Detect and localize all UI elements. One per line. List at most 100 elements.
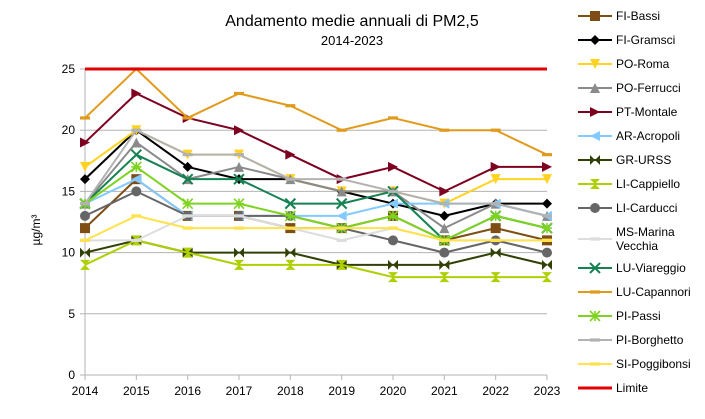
data-point	[285, 247, 296, 258]
x-tick-label: 2016	[174, 384, 201, 398]
legend-label: PI-Passi	[616, 309, 661, 323]
data-point	[80, 223, 90, 234]
data-point	[182, 116, 193, 120]
data-point	[336, 186, 347, 197]
data-point	[234, 153, 244, 157]
x-tick-label: 2020	[380, 384, 407, 398]
y-axis-label: µg/m³	[29, 215, 43, 246]
legend-label: LU-Capannori	[616, 285, 691, 299]
x-tick-label: 2022	[482, 384, 509, 398]
legend-marker	[590, 35, 600, 45]
data-point	[181, 173, 194, 185]
data-point	[439, 186, 450, 197]
data-point	[131, 128, 142, 132]
chart-title: Andamento medie annuali di PM2,5	[225, 13, 479, 30]
data-point	[439, 259, 450, 270]
x-tick-label: 2019	[328, 384, 355, 398]
legend-label: GR-URSS	[616, 153, 671, 167]
data-point	[490, 161, 501, 172]
legend-label: Limite	[616, 381, 648, 395]
series-si-poggibonsi	[80, 214, 552, 242]
data-point	[542, 272, 552, 283]
data-point	[131, 174, 142, 185]
series-pi-borghetto	[80, 128, 552, 218]
y-tick-label: 15	[62, 184, 76, 198]
data-point	[490, 238, 501, 242]
data-point	[542, 198, 552, 209]
legend-label: SI-Poggibonsi	[616, 357, 691, 371]
legend-item: GR-URSS	[578, 153, 671, 167]
series-line	[84, 214, 547, 242]
data-point	[336, 226, 347, 230]
data-point	[387, 210, 399, 222]
legend-item: PI-Borghetto	[578, 333, 684, 347]
legend-marker	[589, 262, 601, 274]
data-point	[80, 259, 90, 270]
legend-item: FI-Bassi	[578, 9, 660, 23]
y-tick-label: 0	[68, 368, 75, 382]
data-point	[439, 223, 450, 234]
legend-label: PO-Ferrucci	[616, 81, 681, 95]
data-point	[131, 88, 142, 99]
data-point	[131, 214, 142, 218]
legend-label: FI-Bassi	[616, 9, 660, 23]
data-point	[388, 226, 398, 230]
data-point	[80, 137, 90, 148]
data-point	[439, 202, 450, 206]
legend-label: PI-Borghetto	[616, 333, 684, 347]
series-line	[84, 165, 548, 242]
legend-marker	[590, 237, 600, 241]
series-li-cappiello	[80, 235, 552, 283]
data-point	[388, 272, 398, 283]
legend-marker	[590, 362, 600, 366]
data-point	[542, 238, 552, 242]
legend-item: LU-Viareggio	[578, 261, 686, 275]
legend-marker	[590, 11, 600, 21]
data-point	[542, 247, 552, 258]
data-point	[234, 259, 244, 270]
legend-item: FI-Gramsci	[578, 33, 675, 47]
legend-marker	[590, 155, 600, 165]
legend-label: PT-Montale	[616, 105, 678, 119]
data-point	[439, 272, 450, 283]
x-tick-label: 2015	[123, 384, 150, 398]
data-point	[284, 210, 296, 222]
data-point	[182, 161, 193, 172]
axes: 0 5 10 15 20 25 2014 2015 2016 2017 2018 2019 2020 20…	[62, 62, 561, 398]
series-group	[79, 67, 553, 283]
legend-marker	[590, 83, 600, 93]
data-point	[335, 197, 348, 210]
data-point	[234, 247, 244, 258]
data-point	[542, 161, 552, 172]
data-point	[490, 202, 501, 206]
data-point	[234, 125, 244, 136]
series-line	[84, 92, 547, 193]
data-point	[439, 210, 450, 221]
data-point	[542, 259, 552, 270]
data-point	[285, 259, 296, 270]
legend-item: MS-Marina Vecchia	[578, 225, 675, 253]
data-point	[285, 149, 296, 160]
legend-label: LU-Viareggio	[616, 261, 686, 275]
data-point	[388, 116, 398, 120]
data-point	[490, 223, 501, 234]
data-point	[490, 210, 502, 222]
data-point	[439, 238, 450, 242]
data-point	[182, 226, 193, 230]
data-point	[542, 214, 552, 218]
legend-marker	[590, 107, 600, 117]
legend-label: LI-Carducci	[616, 201, 677, 215]
y-tick-label: 5	[68, 307, 75, 321]
data-point	[80, 247, 90, 258]
series-line	[84, 141, 548, 230]
data-point	[490, 247, 501, 258]
data-point	[80, 161, 90, 172]
data-point	[388, 259, 398, 270]
data-point	[388, 161, 398, 172]
data-point	[182, 198, 194, 210]
x-tick-label: 2018	[277, 384, 304, 398]
legend-item: SI-Poggibonsi	[578, 357, 691, 371]
data-point	[131, 238, 142, 242]
legend-label: MS-Marina Vecchia	[616, 225, 675, 253]
data-point	[131, 137, 142, 148]
